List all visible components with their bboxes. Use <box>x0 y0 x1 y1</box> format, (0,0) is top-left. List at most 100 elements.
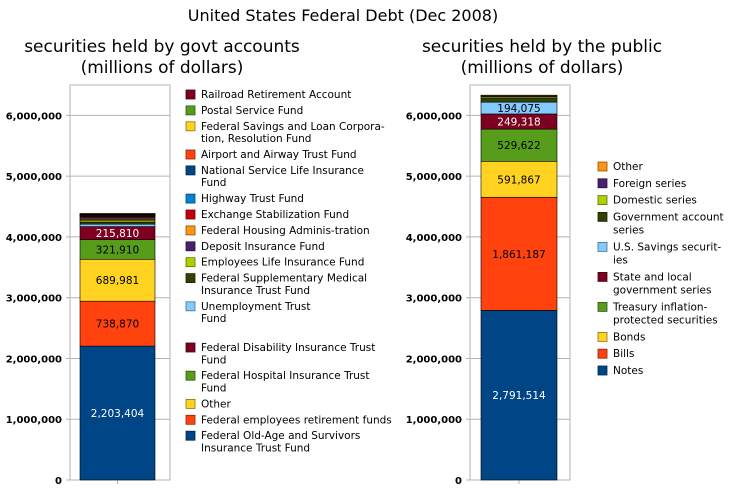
right-legend-label: Foreign series <box>613 178 686 190</box>
right-y-tick-label: 5,000,000 <box>406 172 462 183</box>
right-plot-area: 0 1,000,000 2,000,000 3,000,000 4,000,000 5,0… <box>406 84 571 487</box>
left-data-label: 321,910 <box>96 244 139 256</box>
right-y-tick-label: 3,000,000 <box>406 294 462 305</box>
right-y-tick-label: 6,000,000 <box>406 111 462 122</box>
left-legend-swatch <box>185 165 196 176</box>
right-bar-segment <box>480 98 558 103</box>
right-legend-label: U.S. Savings securit- <box>613 241 721 253</box>
left-legend-swatch <box>185 225 196 236</box>
right-legend-swatch <box>597 178 608 189</box>
left-y-tick-label: 6,000,000 <box>6 111 62 122</box>
left-legend-swatch <box>185 149 196 160</box>
left-legend-label: Federal Savings and Loan Corpora- <box>201 121 385 133</box>
left-data-label: 2,203,404 <box>91 408 145 420</box>
right-legend-label: protected securities <box>613 315 718 327</box>
left-legend-swatch <box>185 301 196 312</box>
left-legend-label: Federal employees retirement funds <box>201 414 392 426</box>
right-legend-swatch <box>597 161 608 172</box>
right-data-label: 2,791,514 <box>492 390 546 402</box>
left-legend: Railroad Retirement Account Postal Servic… <box>185 89 392 455</box>
left-legend-label: Federal Housing Adminis-tration <box>201 225 370 237</box>
left-y-tick-label: 4,000,000 <box>6 233 62 244</box>
left-data-label: 689,981 <box>96 275 139 287</box>
left-y-tick-label: 5,000,000 <box>6 172 62 183</box>
right-legend-label: series <box>613 225 644 237</box>
right-bar-segment <box>480 94 558 97</box>
left-legend-label: Railroad Retirement Account <box>201 89 351 101</box>
right-y-tick-label: 2,000,000 <box>406 354 462 365</box>
left-legend-swatch <box>185 193 196 204</box>
left-bar-segment <box>79 213 156 215</box>
left-legend-label: Federal Old-Age and Survivors <box>201 430 360 442</box>
left-y-tick-label: 1,000,000 <box>6 415 62 426</box>
right-legend-swatch <box>597 348 608 359</box>
left-legend-label: Exchange Stabilization Fund <box>201 209 349 221</box>
right-legend-label: Notes <box>613 365 643 377</box>
left-plot-area: 0 1,000,000 2,000,000 3,000,000 4,000,000 5,0… <box>6 84 171 487</box>
right-legend-swatch <box>597 195 608 206</box>
right-legend: Other Foreign series Domestic series Govern… <box>597 161 724 377</box>
left-y-tick-label: 2,000,000 <box>6 354 62 365</box>
left-legend-label: tion, Resolution Fund <box>201 133 311 145</box>
right-legend-swatch <box>597 365 608 376</box>
right-legend-label: ies <box>613 255 628 267</box>
left-legend-label: Federal Hospital Insurance Trust <box>201 370 370 382</box>
left-legend-label: Insurance Trust Fund <box>201 285 310 297</box>
right-legend-label: Government account <box>613 211 724 223</box>
right-legend-label: government series <box>613 285 711 297</box>
left-legend-label: Postal Service Fund <box>201 105 303 117</box>
right-legend-swatch <box>597 241 608 252</box>
right-legend-swatch <box>597 271 608 282</box>
left-legend-label: Insurance Trust Fund <box>201 443 310 455</box>
left-legend-label: Fund <box>201 313 226 325</box>
left-legend-swatch <box>185 209 196 220</box>
left-legend-label: Federal Supplementary Medical <box>201 273 367 285</box>
left-data-label: 215,810 <box>96 228 139 240</box>
left-legend-swatch <box>185 273 196 284</box>
left-legend-label: Other <box>201 398 231 410</box>
left-data-label: 738,870 <box>96 319 139 331</box>
right-y-tick-label: 1,000,000 <box>406 415 462 426</box>
left-legend-label: Highway Trust Fund <box>201 193 304 205</box>
right-bar-segment <box>480 160 558 198</box>
left-legend-label: Airport and Airway Trust Fund <box>201 149 357 161</box>
left-legend-label: Employees Life Insurance Fund <box>201 257 364 269</box>
left-legend-label: National Service Life Insurance <box>201 165 364 177</box>
left-chart-subtitle: (millions of dollars) <box>81 58 244 78</box>
right-legend-swatch <box>597 301 608 312</box>
left-legend-swatch <box>185 398 196 409</box>
left-legend-swatch <box>185 105 196 116</box>
left-legend-swatch <box>185 414 196 425</box>
left-chart-title: securities held by govt accounts <box>24 37 300 57</box>
left-legend-swatch <box>185 241 196 252</box>
right-legend-label: Treasury inflation- <box>612 301 708 313</box>
left-legend-swatch <box>185 257 196 268</box>
right-bar-segment <box>480 310 558 481</box>
left-bar-segment <box>79 223 156 227</box>
right-data-label: 591,867 <box>497 174 540 186</box>
right-data-label: 529,622 <box>497 140 540 152</box>
left-y-tick-label: 3,000,000 <box>6 294 62 305</box>
left-y-tick-label: 0 <box>55 476 62 487</box>
right-legend-label: Bills <box>613 348 634 360</box>
right-data-label: 249,318 <box>497 117 540 129</box>
left-legend-label: Fund <box>201 177 226 189</box>
right-legend-swatch <box>597 331 608 342</box>
left-legend-swatch <box>185 430 196 441</box>
right-legend-label: Other <box>613 161 643 173</box>
left-bar-segment <box>79 221 156 225</box>
right-y-tick-label: 0 <box>455 476 462 487</box>
right-data-label: 1,861,187 <box>492 249 545 261</box>
right-legend-swatch <box>597 211 608 222</box>
left-legend-label: Deposit Insurance Fund <box>201 241 325 253</box>
left-legend-label: Fund <box>201 354 226 366</box>
chart-title: United States Federal Debt (Dec 2008) <box>188 6 498 25</box>
left-bar-segment <box>79 345 156 481</box>
right-chart-title: securities held by the public <box>422 37 662 57</box>
right-legend-label: State and local <box>613 271 692 283</box>
left-legend-swatch <box>185 121 196 132</box>
right-y-tick-label: 4,000,000 <box>406 233 462 244</box>
left-legend-label: Unemployment Trust <box>201 301 310 313</box>
left-legend-label: Fund <box>201 383 226 395</box>
right-legend-label: Domestic series <box>613 195 697 207</box>
